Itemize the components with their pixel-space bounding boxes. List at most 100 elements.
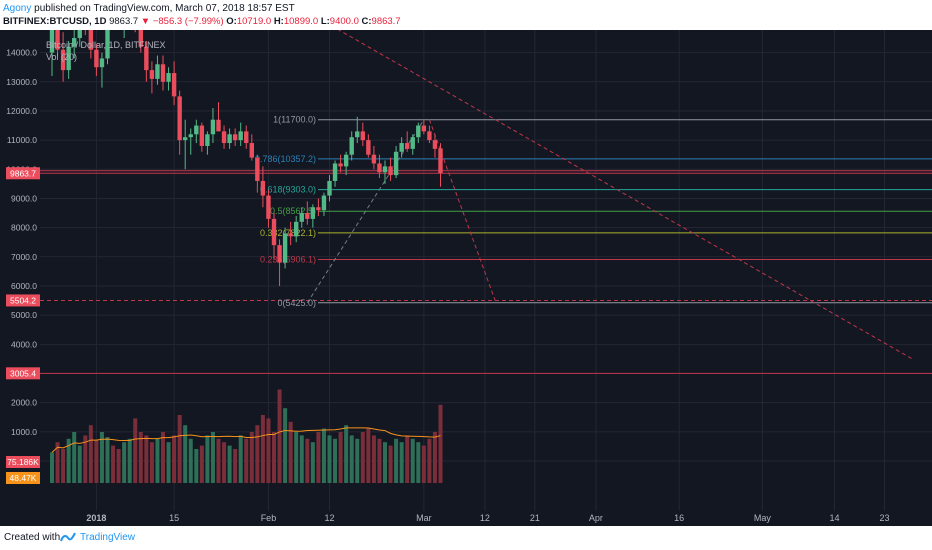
series-legend[interactable]: Bitcoin / Dollar, 1D, BITFINEX	[46, 40, 166, 50]
candle-body	[171, 73, 177, 97]
volume-bar	[438, 404, 443, 483]
candle-body	[310, 207, 316, 219]
volume-bar	[50, 452, 54, 483]
volume-bar	[316, 432, 321, 483]
candle-body	[405, 143, 410, 149]
volume-bar	[55, 442, 60, 483]
candle-body	[55, 30, 60, 50]
symbol-label[interactable]: BITFINEX:BTCUSD, 1D	[3, 16, 107, 27]
volume-badge	[6, 472, 40, 484]
price-badge	[6, 367, 40, 380]
candlestick-chart[interactable]: 1(11700.0) 0.786(10357.2) 0.618(9303.0) 0.5…	[0, 30, 932, 526]
candle-body	[144, 46, 149, 71]
tradingview-brand-link[interactable]: TradingView	[80, 532, 136, 543]
trendline	[428, 119, 497, 303]
volume-bar	[366, 428, 371, 483]
y-tick-label: 14000.0	[6, 48, 37, 58]
volume-bar	[321, 428, 326, 483]
close-label: C:	[361, 16, 372, 27]
volume-bar	[299, 435, 304, 483]
fib-level-label: 0.618(9303.0)	[260, 185, 316, 195]
publish-line: Agony published on TradingView.com, Marc…	[3, 3, 295, 14]
candle-body	[421, 125, 427, 132]
volume-bar	[394, 438, 399, 483]
candle-body	[277, 245, 282, 263]
volume-bar	[383, 442, 387, 483]
volume-bar	[249, 432, 254, 483]
volume-legend[interactable]: Vol (20)	[46, 52, 78, 62]
volume-badge	[6, 456, 40, 468]
y-tick-label: 11000.0	[7, 135, 37, 145]
candle-body	[288, 233, 293, 237]
candle-body	[271, 218, 277, 246]
high-label: H:	[273, 16, 284, 27]
ohlc-line: BITFINEX:BTCUSD, 1D 9863.7 ▼ −856.3 (−7.…	[3, 16, 401, 27]
volume-bar	[161, 432, 165, 483]
volume-bar	[360, 432, 365, 483]
candle-body	[244, 131, 249, 144]
candle-body	[410, 137, 415, 149]
candle-body	[305, 213, 310, 219]
volume-bar	[288, 421, 293, 483]
y-tick-label: 7000.0	[11, 252, 37, 262]
volume-bar	[377, 438, 382, 483]
volume-badge-label: 48.47K	[10, 473, 37, 483]
volume-bar	[410, 438, 415, 483]
price-badge	[6, 167, 40, 180]
candle-body	[199, 125, 205, 146]
candle-body	[238, 131, 243, 141]
volume-bar	[216, 438, 221, 483]
volume-bar	[188, 438, 193, 483]
tradingview-logo-icon	[60, 531, 76, 546]
volume-bar	[61, 449, 66, 483]
volume-bar	[327, 435, 332, 483]
volume-bar	[255, 425, 260, 483]
candle-body	[194, 125, 199, 135]
candle-body	[72, 38, 77, 47]
candle-body	[216, 119, 221, 132]
candle-body	[88, 30, 94, 50]
volume-bar	[122, 442, 127, 483]
volume-bar	[427, 438, 432, 483]
candle-body	[66, 46, 71, 71]
volume-bar	[127, 438, 132, 483]
volume-bar	[416, 442, 421, 483]
candle-body	[432, 140, 438, 149]
volume-bar	[66, 438, 71, 483]
volume-bar	[172, 435, 177, 483]
price-badge	[6, 294, 40, 307]
volume-bar	[266, 418, 271, 483]
candle-body	[105, 30, 110, 59]
volume-bar	[371, 435, 376, 483]
x-tick-label: May	[754, 513, 772, 523]
candle-body	[299, 213, 304, 222]
volume-bar	[283, 408, 288, 483]
candle-body	[327, 180, 332, 196]
volume-bar	[99, 432, 104, 483]
volume-bar	[421, 445, 426, 483]
candle-body	[210, 119, 216, 135]
x-tick-label: Mar	[416, 513, 432, 523]
volume-bar	[260, 415, 265, 483]
candle-body	[338, 163, 343, 167]
volume-bar	[111, 445, 116, 483]
volume-bar	[155, 438, 160, 483]
candle-body	[77, 30, 82, 39]
volume-bar	[205, 435, 210, 483]
volume-bar	[149, 442, 154, 483]
volume-bar	[277, 389, 282, 483]
volume-bar	[138, 432, 143, 483]
chart-footer: Created with TradingView	[0, 526, 932, 550]
author-link[interactable]: Agony	[3, 3, 32, 14]
candle-body	[205, 134, 210, 146]
candle-body	[221, 131, 227, 144]
close-value: 9863.7	[371, 16, 401, 27]
open-value: 10719.0	[236, 16, 272, 27]
low-label: L:	[320, 16, 330, 27]
price-badge-label: 9863.7	[10, 168, 36, 178]
chart-pane[interactable]: 1(11700.0) 0.786(10357.2) 0.618(9303.0) 0.5…	[0, 30, 932, 526]
candle-body	[188, 134, 193, 138]
volume-bar	[105, 437, 110, 483]
y-tick-label: 13000.0	[6, 77, 37, 87]
candle-body	[94, 49, 99, 68]
